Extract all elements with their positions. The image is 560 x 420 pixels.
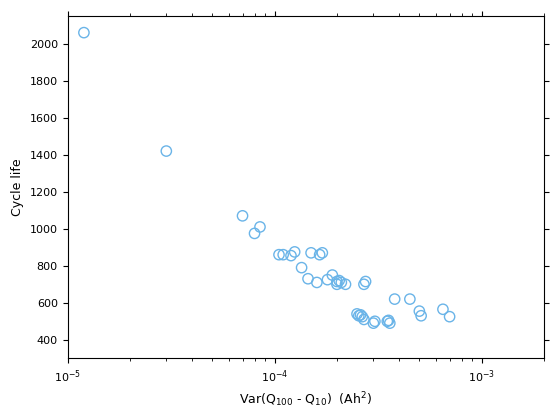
Point (238, 213, 247, 219)
Point (353, 310, 362, 317)
Y-axis label: Cycle life: Cycle life (11, 158, 24, 216)
Point (333, 281, 342, 288)
Point (250, 230, 259, 237)
Point (290, 249, 299, 255)
Point (390, 296, 399, 302)
Point (306, 249, 315, 256)
Point (385, 320, 394, 326)
Point (360, 316, 368, 323)
X-axis label: Var(Q$_{100}$ - Q$_{10}$)  (Ah$^2$): Var(Q$_{100}$ - Q$_{10}$) (Ah$^2$) (239, 390, 372, 409)
Point (354, 312, 363, 319)
Point (323, 276, 332, 283)
Point (304, 276, 312, 282)
Point (438, 306, 447, 312)
Point (360, 281, 368, 288)
Point (383, 318, 392, 325)
Point (417, 312, 426, 319)
Point (315, 251, 324, 258)
Point (358, 313, 367, 320)
Point (333, 278, 342, 285)
Point (415, 308, 424, 315)
Point (328, 272, 337, 278)
Point (312, 279, 321, 286)
Point (341, 281, 350, 288)
Point (255, 223, 264, 230)
Point (369, 320, 378, 326)
Point (287, 252, 296, 259)
Point (370, 318, 379, 325)
Point (318, 249, 327, 256)
Point (80, 29, 88, 36)
Point (356, 312, 365, 318)
Point (361, 278, 370, 285)
Point (162, 148, 171, 155)
Point (530, 360, 539, 367)
Point (274, 251, 283, 258)
Point (445, 313, 454, 320)
Point (405, 296, 414, 302)
Point (337, 279, 346, 286)
Point (297, 264, 306, 271)
Point (279, 251, 288, 258)
Point (384, 317, 393, 324)
Point (335, 277, 344, 284)
